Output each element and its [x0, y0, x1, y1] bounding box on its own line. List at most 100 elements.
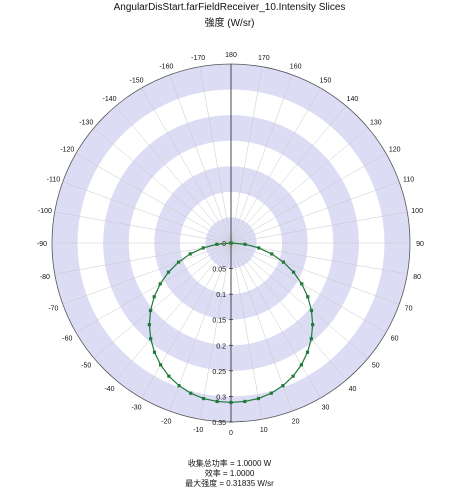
series-point [229, 241, 233, 245]
series-point [152, 295, 156, 299]
angular-tick-label: 140 [347, 96, 359, 103]
spoke-gridline [169, 242, 232, 412]
series-point [229, 400, 233, 405]
radial-tick-label: 0.25 [212, 369, 226, 376]
spoke-gridline [230, 242, 293, 412]
angular-tick-label: -100 [38, 208, 52, 215]
series-point [243, 399, 247, 404]
angular-tick-label: -10 [193, 427, 203, 434]
series-point [176, 260, 181, 264]
angular-tick-label: 130 [370, 120, 382, 127]
series-point [158, 282, 162, 286]
radial-tick-label: 0.1 [216, 292, 226, 299]
radial-tick-label: 0.3 [216, 394, 226, 401]
spoke-gridline [115, 242, 232, 381]
spoke-gridline [230, 242, 369, 359]
series-point [291, 374, 295, 378]
series-point [281, 384, 285, 388]
series-point [188, 252, 192, 256]
spoke-gridline [230, 211, 408, 244]
angular-tick-label: 10 [260, 427, 268, 434]
angular-tick-label: 50 [372, 362, 380, 369]
footer-max-intensity: 最大强度 = 0.31835 W/sr [185, 479, 274, 488]
chart-subtitle: 強度 (W/sr) [204, 18, 255, 29]
angular-tick-label: -160 [159, 63, 173, 70]
angular-tick-label: 170 [258, 55, 270, 62]
spoke-gridline [230, 127, 369, 244]
series-point [299, 363, 303, 367]
angular-tick-label: 30 [322, 405, 330, 412]
radial-tick-label: 0.15 [212, 318, 226, 325]
angular-tick-label: 80 [413, 274, 421, 281]
spoke-gridline [230, 87, 321, 244]
radial-tick-label: 0 [222, 241, 226, 248]
series-point [305, 350, 310, 354]
angular-tick-label: -90 [37, 241, 47, 248]
series-point [189, 391, 193, 395]
series-point [257, 246, 261, 250]
series-point [177, 384, 181, 388]
spoke-gridline [230, 153, 387, 244]
series-point [300, 282, 304, 286]
series-point [147, 323, 151, 327]
series-point [148, 308, 153, 313]
angular-tick-labels: -170-160-150-140-130-120-110-100-90-80-7… [37, 52, 424, 437]
series-point [152, 350, 157, 354]
spoke-gridline [75, 242, 232, 333]
series-point [243, 242, 247, 246]
series-point [309, 337, 313, 341]
angular-tick-label: 20 [292, 419, 300, 426]
spoke-gridline [93, 127, 232, 244]
angular-tick-label: 150 [320, 77, 332, 84]
angular-tick-label: -110 [47, 176, 61, 183]
spoke-gridline [169, 74, 232, 244]
radial-tick-label: 0.05 [212, 267, 226, 274]
series-point [256, 396, 261, 401]
series-point [215, 399, 219, 404]
angular-tick-label: 160 [290, 63, 302, 70]
spoke-gridline [62, 242, 232, 305]
angular-tick-label: 180 [225, 52, 237, 59]
angular-tick-label: -40 [104, 386, 114, 393]
footer-total-power: 收集总功率 = 1.0000 W [187, 459, 272, 468]
series-point [270, 252, 274, 256]
spoke-gridline [141, 87, 232, 244]
series-point [306, 295, 310, 299]
spoke-gridline [141, 242, 232, 399]
angular-tick-label: 100 [411, 208, 423, 215]
series-point [166, 270, 171, 274]
spoke-gridline [115, 105, 232, 244]
angular-tick-label: 40 [349, 386, 357, 393]
angular-tick-label: -120 [60, 147, 74, 154]
spoke-gridline [230, 242, 400, 305]
series-point [149, 337, 153, 341]
angular-tick-label: 0 [229, 430, 233, 437]
angular-tick-label: -130 [79, 120, 93, 127]
radial-tick-labels: 0 0.05 0.1 0.15 0.2 0.25 0.3 0.35 [212, 241, 226, 427]
series-point [291, 270, 296, 274]
chart-title: AngularDisStart.farFieldReceiver_10.Inte… [113, 2, 346, 13]
spoke-gridline [93, 242, 232, 359]
angular-tick-label: -80 [40, 274, 50, 281]
series-point [269, 391, 273, 395]
series-point [167, 374, 171, 378]
series-point [215, 242, 219, 246]
spoke-gridline [230, 242, 263, 420]
series-point [201, 396, 206, 401]
series-point [311, 323, 315, 327]
angular-tick-label: 120 [389, 147, 401, 154]
series-point [159, 363, 163, 367]
angular-tick-label: 90 [416, 241, 424, 248]
angular-tick-label: 70 [405, 306, 413, 313]
radial-tick-label: 0.35 [212, 420, 226, 427]
spoke-gridline [230, 242, 387, 333]
angular-tick-label: -170 [191, 55, 205, 62]
series-point [309, 308, 314, 313]
angular-tick-label: -150 [129, 77, 143, 84]
radial-tick-label: 0.2 [216, 343, 226, 350]
angular-tick-label: -70 [48, 306, 58, 313]
angular-tick-label: -140 [103, 96, 117, 103]
spoke-gridline [62, 181, 232, 244]
angular-tick-label: -20 [161, 419, 171, 426]
